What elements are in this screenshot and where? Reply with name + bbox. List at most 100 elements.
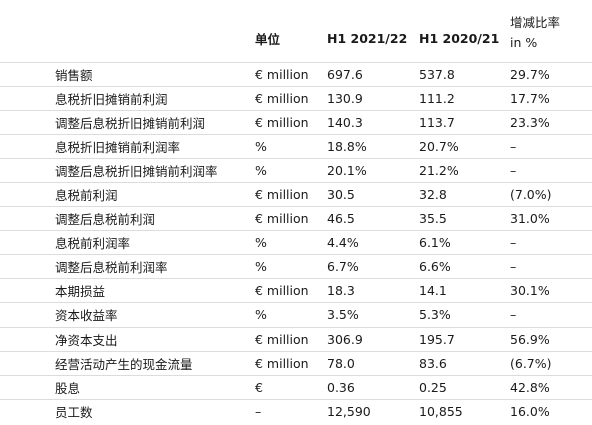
- row-change-value: 29.7%: [510, 66, 550, 82]
- row-unit: € million: [255, 211, 309, 227]
- row-prior-value: 14.1: [419, 283, 447, 299]
- row-prior-value: 6.6%: [419, 259, 451, 275]
- row-prior-value: 83.6: [419, 355, 447, 371]
- row-change-value: 17.7%: [510, 90, 550, 106]
- header-metric: [0, 0, 255, 62]
- table-row: 调整后息税前利润率% 6.7% 6.6% –: [0, 255, 592, 279]
- row-label: 调整后息税折旧摊销前利润: [55, 115, 206, 131]
- row-current-value: 20.1%: [327, 162, 367, 178]
- row-current-value: 4.4%: [327, 235, 359, 251]
- row-prior-value: 32.8: [419, 187, 447, 203]
- table-row: 息税前利润 € million 30.5 32.8 (7.0%): [0, 182, 592, 207]
- table-row: 净资本支出 € million 306.9 195.7 56.9%: [0, 327, 592, 352]
- row-change-value: (7.0%): [510, 187, 552, 203]
- row-unit: %: [255, 307, 267, 323]
- row-current-value: 3.5%: [327, 307, 359, 323]
- row-prior-value: 195.7: [419, 331, 455, 347]
- table-row: 股息 €0.36 0.25 42.8%: [0, 375, 592, 400]
- row-change-value: –: [510, 259, 517, 275]
- row-current-value: 306.9: [327, 331, 363, 347]
- table-row: 经营活动产生的现金流量 € million 78.0 83.6 (6.7%): [0, 351, 592, 376]
- row-current-value: 46.5: [327, 211, 355, 227]
- row-current-value: 130.9: [327, 90, 363, 106]
- row-unit: %: [255, 235, 267, 251]
- row-change-value: 42.8%: [510, 379, 550, 395]
- row-unit: € million: [255, 114, 309, 130]
- row-prior-value: 10,855: [419, 404, 463, 420]
- table-row: 息税折旧摊销前利润 € million 130.9 111.2 17.7%: [0, 86, 592, 111]
- header-prior-period: H1 2020/21: [419, 31, 500, 47]
- row-label: 调整后息税前利润: [55, 212, 156, 228]
- row-label: 股息: [55, 380, 81, 396]
- header-unit: 单位: [255, 32, 281, 48]
- row-current-value: 697.6: [327, 66, 363, 82]
- row-prior-value: 21.2%: [419, 162, 459, 178]
- row-current-value: 6.7%: [327, 259, 359, 275]
- row-label: 息税折旧摊销前利润: [55, 91, 168, 107]
- row-change-value: (6.7%): [510, 355, 552, 371]
- row-label: 经营活动产生的现金流量: [55, 356, 193, 372]
- row-change-value: 16.0%: [510, 404, 550, 420]
- table-row: 销售额 € million 697.6 537.8 29.7%: [0, 62, 592, 87]
- row-current-value: 78.0: [327, 355, 355, 371]
- row-unit: %: [255, 162, 267, 178]
- row-current-value: 0.36: [327, 379, 355, 395]
- row-prior-value: 6.1%: [419, 235, 451, 251]
- row-label: 本期损益: [55, 284, 106, 300]
- row-change-value: –: [510, 162, 517, 178]
- header-change: 增减比率 in %: [510, 0, 592, 62]
- row-unit: € million: [255, 355, 309, 371]
- row-label: 净资本支出: [55, 332, 118, 348]
- row-current-value: 18.8%: [327, 138, 367, 154]
- header-change-unit: in %: [510, 34, 538, 50]
- row-prior-value: 35.5: [419, 211, 447, 227]
- row-label: 员工数: [55, 405, 93, 421]
- row-unit: € million: [255, 331, 309, 347]
- row-unit: €: [255, 379, 263, 395]
- row-current-value: 18.3: [327, 283, 355, 299]
- table-row: 资本收益率% 3.5% 5.3% –: [0, 303, 592, 328]
- row-label: 销售额: [55, 67, 93, 83]
- row-prior-value: 537.8: [419, 66, 455, 82]
- header-change-label: 增减比率: [510, 14, 561, 30]
- table-body: 销售额 € million 697.6 537.8 29.7% 息税折旧摊销前利润 € mi…: [0, 62, 592, 423]
- row-current-value: 140.3: [327, 114, 363, 130]
- row-label: 息税前利润率: [55, 236, 131, 252]
- header-row: 单位 H1 2021/22 H1 2020/21 增减比率 in %: [0, 0, 592, 62]
- table-row: 息税前利润率% 4.4% 6.1% –: [0, 231, 592, 255]
- table-row: 调整后息税折旧摊销前利润 € million 140.3 113.7 23.3%: [0, 110, 592, 135]
- table-row: 员工数 – 12,590 10,855 16.0%: [0, 399, 592, 423]
- row-current-value: 12,590: [327, 404, 371, 420]
- row-change-value: 31.0%: [510, 211, 550, 227]
- row-current-value: 30.5: [327, 187, 355, 203]
- row-unit: %: [255, 138, 267, 154]
- row-prior-value: 5.3%: [419, 307, 451, 323]
- header-current-period: H1 2021/22: [327, 31, 408, 47]
- row-label: 调整后息税折旧摊销前利润率: [55, 163, 218, 179]
- row-change-value: 30.1%: [510, 283, 550, 299]
- table-row: 本期损益 € million 18.3 14.1 30.1%: [0, 279, 592, 303]
- row-prior-value: 0.25: [419, 379, 447, 395]
- row-label: 资本收益率: [55, 308, 118, 324]
- row-change-value: –: [510, 138, 517, 154]
- row-prior-value: 111.2: [419, 90, 455, 106]
- row-prior-value: 113.7: [419, 114, 455, 130]
- table-row: 息税折旧摊销前利润率% 18.8% 20.7% –: [0, 134, 592, 159]
- row-unit: %: [255, 259, 267, 275]
- row-change-value: –: [510, 307, 517, 323]
- row-unit: –: [255, 404, 262, 420]
- row-change-value: –: [510, 235, 517, 251]
- table-row: 调整后息税折旧摊销前利润率% 20.1% 21.2% –: [0, 158, 592, 183]
- row-unit: € million: [255, 90, 309, 106]
- row-label: 息税折旧摊销前利润率: [55, 139, 181, 155]
- table-header: 单位 H1 2021/22 H1 2020/21 增减比率 in %: [0, 0, 592, 62]
- table-row: 调整后息税前利润 € million 46.5 35.5 31.0%: [0, 207, 592, 231]
- row-label: 调整后息税前利润率: [55, 260, 168, 276]
- row-label: 息税前利润: [55, 188, 118, 204]
- row-unit: € million: [255, 66, 309, 82]
- row-change-value: 56.9%: [510, 331, 550, 347]
- row-change-value: 23.3%: [510, 114, 550, 130]
- row-unit: € million: [255, 283, 309, 299]
